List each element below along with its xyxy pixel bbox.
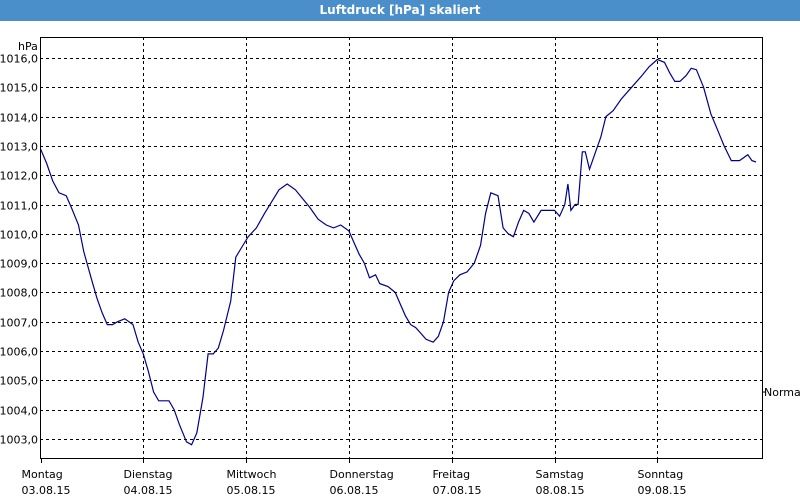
x-tick-group: Samstag 08.08.15 [536, 468, 585, 497]
y-tick-label: 1009,0 [0, 258, 38, 271]
x-tick-day: Montag [22, 468, 63, 481]
x-tick-group: Montag 03.08.15 [22, 468, 71, 497]
y-tick-label: 1008,0 [0, 287, 38, 300]
x-tick-day: Dienstag [124, 468, 173, 481]
x-tick-date: 07.08.15 [433, 484, 482, 497]
x-tick-date: 08.08.15 [536, 484, 585, 497]
y-tick-label: 1006,0 [0, 346, 38, 359]
series-line [39, 58, 757, 446]
y-tick-label: 1005,0 [0, 375, 38, 388]
x-tick-day: Donnerstag [330, 468, 394, 481]
y-tick-label: 1003,0 [0, 434, 38, 447]
y-tick-label: 1015,0 [0, 82, 38, 95]
x-axis-tick-labels: Montag 03.08.15 Dienstag 04.08.15 Mittwoch 05… [22, 468, 687, 497]
data-series [39, 58, 757, 446]
x-tick-group: Sonntag 09.08.15 [638, 468, 687, 497]
reference-label: Normal [764, 386, 800, 399]
y-axis-unit-label: hPa [18, 40, 38, 53]
x-tick-date: 05.08.15 [227, 484, 276, 497]
window-title: Luftdruck [hPa] skaliert [0, 0, 800, 21]
x-tick-day: Freitag [433, 468, 471, 481]
y-tick-label: 1016,0 [0, 53, 38, 66]
x-tick-group: Mittwoch 05.08.15 [227, 468, 277, 497]
y-tick-label: 1012,0 [0, 170, 38, 183]
x-tick-date: 09.08.15 [638, 484, 687, 497]
y-tick-label: 1010,0 [0, 229, 38, 242]
reference-marker: Normal [762, 386, 800, 399]
x-tick-date: 04.08.15 [124, 484, 173, 497]
y-tick-label: 1007,0 [0, 317, 38, 330]
x-tick-group: Dienstag 04.08.15 [124, 468, 173, 497]
y-tick-label: 1011,0 [0, 200, 38, 213]
x-tick-day: Mittwoch [227, 468, 277, 481]
y-tick-label: 1014,0 [0, 112, 38, 125]
y-axis-tick-labels: 1003,0 1004,0 1005,0 1006,0 1007,0 1008,0 1009… [0, 53, 38, 447]
x-tick-day: Sonntag [638, 468, 684, 481]
x-tick-day: Samstag [536, 468, 584, 481]
x-tick-date: 03.08.15 [22, 484, 71, 497]
x-tick-group: Freitag 07.08.15 [433, 468, 482, 497]
y-tick-label: 1013,0 [0, 141, 38, 154]
y-tick-label: 1004,0 [0, 405, 38, 418]
x-tick-group: Donnerstag 06.08.15 [330, 468, 394, 497]
plot-frame [40, 37, 763, 459]
grid-lines [40, 37, 762, 463]
x-tick-date: 06.08.15 [330, 484, 379, 497]
